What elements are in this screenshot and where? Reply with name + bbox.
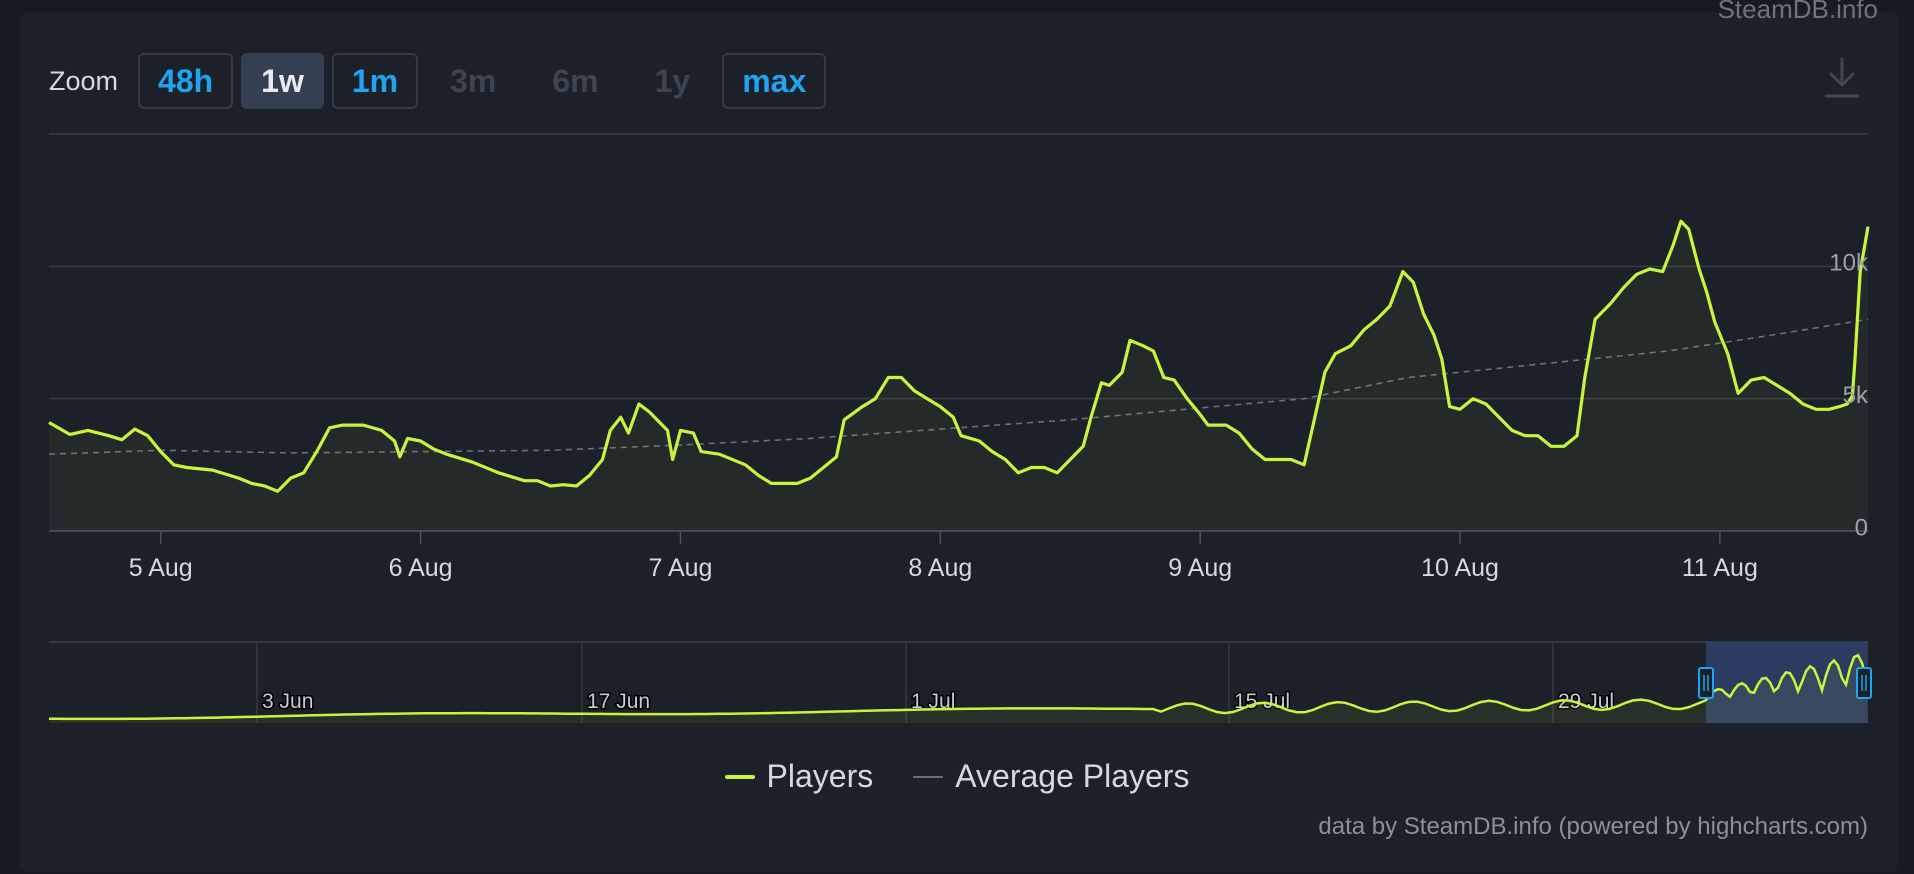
zoom-label: Zoom	[49, 65, 119, 96]
zoom-1m-button[interactable]: 1m	[331, 53, 419, 109]
grip-handle-icon	[1698, 667, 1714, 699]
legend-swatch-average	[913, 775, 944, 778]
players-area	[49, 221, 1868, 532]
legend-item-average[interactable]: Average Players	[913, 758, 1189, 795]
x-tick-label: 10 Aug	[1421, 554, 1499, 582]
grid-lines	[49, 133, 1868, 532]
y-tick-label: 0	[1855, 514, 1868, 541]
average-line	[48, 318, 1869, 455]
players-series	[48, 219, 1870, 532]
zoom-48h-button[interactable]: 48h	[138, 53, 234, 109]
download-icon[interactable]	[1822, 55, 1862, 101]
x-tick-label: 8 Aug	[908, 554, 972, 582]
y-axis: 0 5k 10k	[1829, 250, 1869, 542]
legend: Players Average Players	[0, 758, 1914, 795]
credits-text[interactable]: data by SteamDB.info (powered by highcha…	[1318, 813, 1868, 840]
zoom-max-button[interactable]: max	[722, 53, 827, 109]
x-axis: 5 Aug 6 Aug 7 Aug 8 Aug 9 Aug 10 Aug 11 Aug	[129, 531, 1758, 582]
navigator-line	[49, 653, 1868, 721]
x-tick-label: 7 Aug	[648, 554, 712, 582]
brand-label: SteamDB.info	[1717, 0, 1878, 24]
x-tick-label: 5 Aug	[129, 554, 193, 582]
navigator-selection	[1706, 642, 1868, 723]
players-line	[48, 219, 1870, 493]
zoom-3m-button: 3m	[450, 62, 497, 99]
navigator-left-handle[interactable]	[1698, 667, 1714, 699]
y-tick-label: 10k	[1829, 250, 1869, 277]
zoom-bar: Zoom 48h 1w 1m 3m 6m 1y max	[49, 52, 834, 110]
zoom-1w-button[interactable]: 1w	[241, 53, 324, 109]
zoom-6m-button: 6m	[552, 62, 599, 99]
legend-item-players[interactable]: Players	[724, 758, 874, 795]
legend-swatch-players	[724, 774, 755, 779]
navigator-area	[49, 655, 1868, 723]
average-series	[48, 318, 1869, 455]
x-tick-label: 11 Aug	[1682, 554, 1758, 582]
zoom-1y-button: 1y	[654, 62, 691, 99]
navigator-right-handle[interactable]	[1856, 667, 1872, 699]
navigator-date-label: 17 Jun	[587, 690, 650, 713]
navigator-date-label: 3 Jun	[262, 690, 313, 713]
chart-panel: SteamDB.info	[20, 0, 1898, 872]
grip-handle-icon	[1856, 667, 1872, 699]
legend-label-average: Average Players	[955, 758, 1190, 794]
x-tick-label: 6 Aug	[389, 554, 453, 582]
legend-label-players: Players	[766, 758, 874, 794]
navigator[interactable]: 3 Jun 17 Jun 1 Jul 15 Jul 29 Jul	[49, 641, 1872, 723]
y-tick-label: 5k	[1843, 382, 1869, 409]
x-tick-label: 9 Aug	[1168, 554, 1232, 582]
